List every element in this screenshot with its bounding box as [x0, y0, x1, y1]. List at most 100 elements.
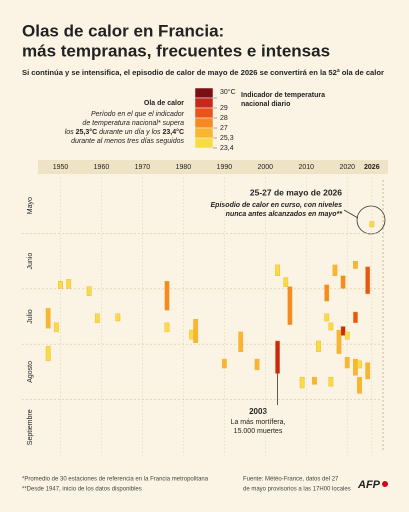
heat-wave [324, 313, 330, 322]
annotation: nunca antes alcanzados en mayo** [226, 211, 343, 218]
logo-dot [382, 481, 388, 487]
footnote: *Promedio de 30 estaciones de referencia… [22, 477, 209, 483]
heat-wave [336, 329, 342, 354]
annotation: Episodio de calor en curso, con niveles [211, 202, 343, 209]
scale-label: 25,3 [220, 135, 234, 142]
heat-wave [287, 286, 293, 325]
heat-wave [312, 376, 317, 385]
annotation-line [343, 209, 359, 219]
x-tick-label: 1960 [94, 164, 110, 171]
month-label: Mayo [27, 197, 34, 214]
x-tick-label: 1980 [176, 164, 192, 171]
month-label: Junio [27, 253, 34, 270]
scale-swatch [194, 87, 214, 99]
heat-wave [328, 376, 334, 387]
heat-wave [340, 275, 346, 289]
definition-part: 25,3°C [76, 128, 97, 136]
x-tick-label: 1990 [217, 164, 233, 171]
legend-definition: durante al menos tres días seguidos [71, 138, 184, 145]
x-tick-label: 2000 [258, 164, 274, 171]
heat-wave [316, 340, 321, 353]
heat-wave [328, 322, 334, 331]
scale-title: nacional diario [241, 101, 290, 108]
heat-wave [357, 360, 362, 369]
heat-wave [86, 286, 92, 296]
annotation-title: 25-27 de mayo de 2026 [250, 187, 342, 197]
heat-wave [353, 311, 358, 324]
annotation-circle [356, 205, 386, 235]
heat-wave [283, 277, 289, 287]
scale-swatch [194, 127, 214, 139]
heat-wave [369, 221, 375, 228]
heat-wave [299, 376, 305, 389]
heat-wave [53, 322, 59, 333]
month-label: Julio [27, 309, 34, 324]
heat-wave [221, 358, 227, 369]
legend-definition: los 25,3°C durante un día y los 23,4°C [65, 128, 184, 136]
definition-part: durante un día y los [97, 129, 162, 136]
source: Fuente: Météo-France, datos del 27 [243, 477, 339, 483]
year-band [38, 160, 388, 174]
heat-wave [254, 358, 260, 371]
definition-part: 23,4°C [163, 128, 184, 136]
definition-part: Período en el que el indicador [91, 111, 185, 118]
heat-wave [94, 313, 100, 324]
scale-title: Indicador de temperatura [241, 92, 325, 99]
heat-wave [193, 319, 199, 343]
annotation: 15.000 muertes [234, 428, 283, 435]
definition-part: durante al menos tres días seguidos [71, 138, 184, 145]
heat-wave [238, 331, 244, 353]
heat-wave [353, 358, 358, 376]
scale-label: 30°C [220, 88, 236, 96]
heat-wave [340, 326, 346, 336]
heat-wave [189, 329, 194, 340]
scale-label: 28 [220, 115, 228, 122]
month-label: Agosto [27, 361, 34, 383]
x-tick-label: 2010 [298, 164, 314, 171]
heat-wave [275, 264, 280, 276]
logo: AFP [357, 479, 381, 491]
heat-wave [58, 280, 63, 289]
legend-definition: de temperatura nacional* supera [82, 120, 184, 127]
scale-label: 29 [220, 105, 228, 112]
heat-wave [66, 279, 72, 289]
heat-wave [275, 340, 280, 374]
heat-wave [332, 264, 338, 276]
heat-wave [324, 284, 330, 302]
legend-definition: Período en el que el indicador [91, 111, 185, 118]
scale-swatch [194, 137, 214, 149]
scale-swatch [194, 117, 214, 129]
x-tick-label: 2026 [364, 164, 380, 171]
heat-wave [365, 266, 371, 295]
scale-swatch [194, 97, 214, 109]
heat-wave [45, 346, 51, 362]
subtitle: Si continúa y se intensifica, el episodi… [22, 68, 384, 77]
scale-swatch [194, 107, 214, 119]
heat-wave [344, 331, 350, 340]
month-label: Septiembre [27, 409, 34, 445]
scale-label: 23,4 [220, 145, 234, 152]
annotation: La más mortífera, [231, 419, 286, 426]
heat-wave [45, 308, 51, 329]
scale-label: 27 [220, 125, 228, 132]
heat-wave [164, 322, 170, 333]
footnote: **Desde 1947, inicio de los datos dispon… [22, 487, 142, 493]
x-tick-label: 1970 [135, 164, 151, 171]
definition-part: de temperatura nacional* supera [82, 120, 184, 127]
title-line: Olas de calor en Francia: [22, 21, 224, 40]
source: de mayo provisorios a las 17H00 locales [243, 487, 351, 493]
definition-part: los [65, 129, 76, 136]
x-tick-label: 2020 [339, 164, 355, 171]
heat-wave [115, 313, 121, 322]
annotation-year: 2003 [249, 407, 267, 416]
title-line: más tempranas, frecuentes e intensas [22, 41, 330, 60]
heat-wave [365, 362, 371, 380]
heat-wave [353, 261, 358, 269]
heat-wave [344, 357, 350, 369]
legend-title: Ola de calor [144, 100, 184, 107]
heat-wave [357, 376, 362, 394]
x-tick-label: 1950 [53, 164, 69, 171]
heat-wave [164, 280, 170, 311]
